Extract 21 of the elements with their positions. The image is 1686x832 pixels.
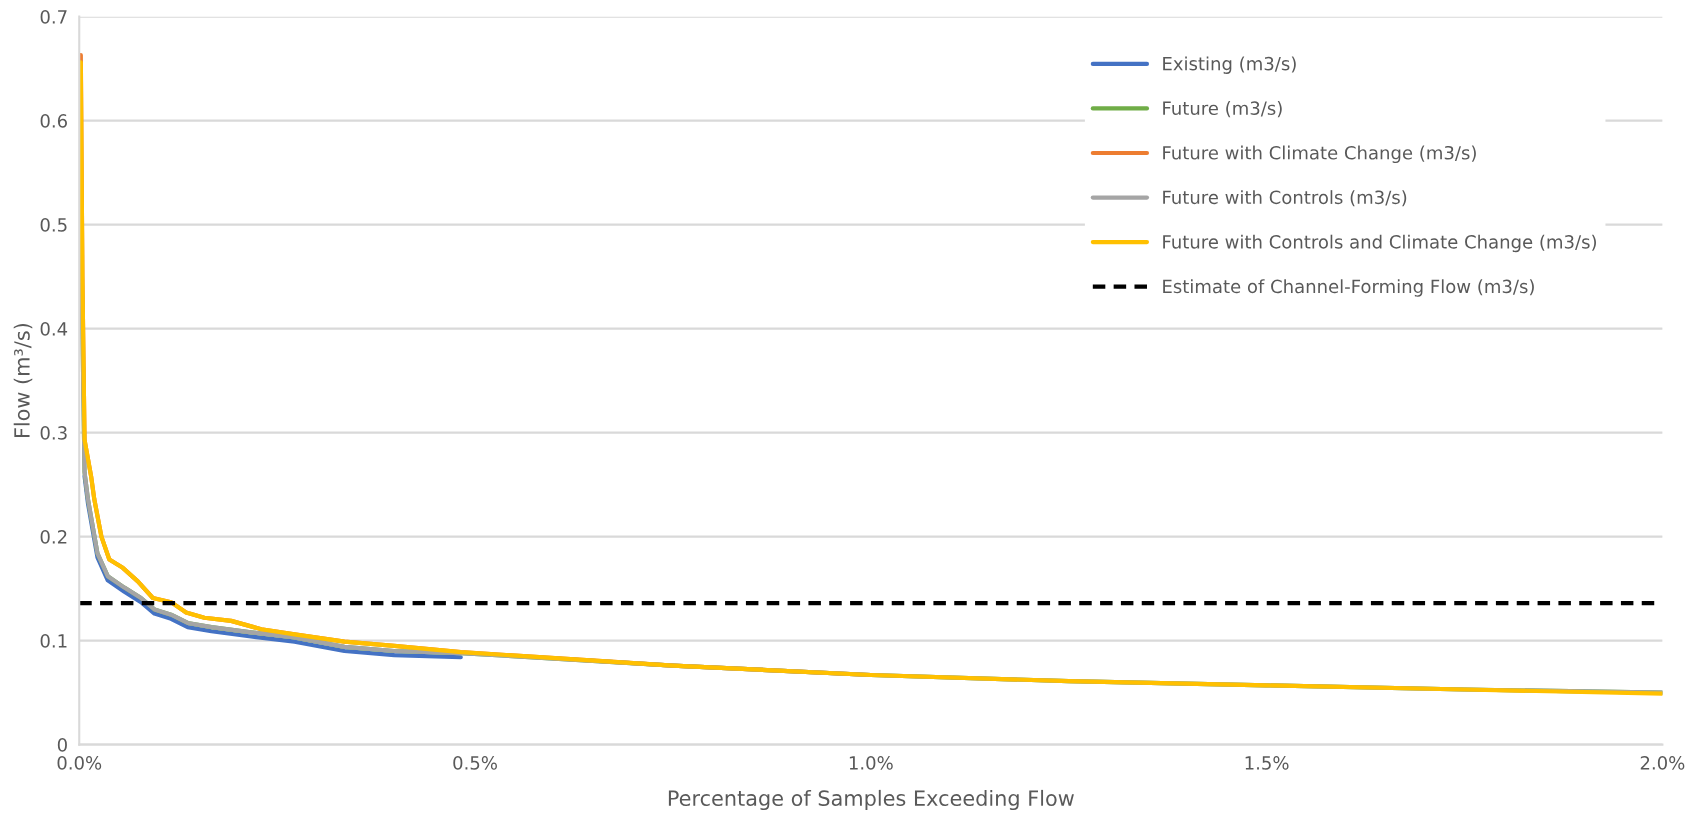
legend-label: Future with Controls (m3/s)	[1163, 190, 1407, 207]
y-tick-label: 0.3	[40, 426, 67, 440]
x-tick-label: 1.0%	[849, 756, 893, 770]
legend-label: Future with Controls and Climate Change (m3/s)	[1163, 234, 1596, 253]
y-tick-label: 0.4	[40, 322, 68, 336]
legend-label: Future (m3/s)	[1163, 101, 1282, 118]
y-tick-label: 0.1	[40, 634, 67, 648]
y-tick-label: 0.7	[40, 10, 67, 24]
legend-label: Future with Climate Change (m3/s)	[1163, 145, 1476, 164]
x-tick-label: 1.5%	[1245, 756, 1289, 770]
y-axis-title: Flow (m³/s)	[13, 323, 33, 438]
legend-label: Existing (m3/s)	[1163, 56, 1296, 74]
y-tick-label: 0	[57, 738, 67, 752]
legend-label: Estimate of Channel-Forming Flow (m3/s)	[1163, 279, 1534, 297]
y-tick-label: 0.2	[40, 530, 67, 544]
x-tick-label: 0.0%	[57, 756, 102, 770]
y-tick-label: 0.6	[40, 114, 67, 128]
x-tick-label: 2.0%	[1640, 756, 1685, 770]
x-tick-label: 0.5%	[453, 756, 497, 770]
y-tick-label: 0.5	[40, 218, 67, 232]
x-axis-title: Percentage of Samples Exceeding Flow	[668, 789, 1074, 811]
